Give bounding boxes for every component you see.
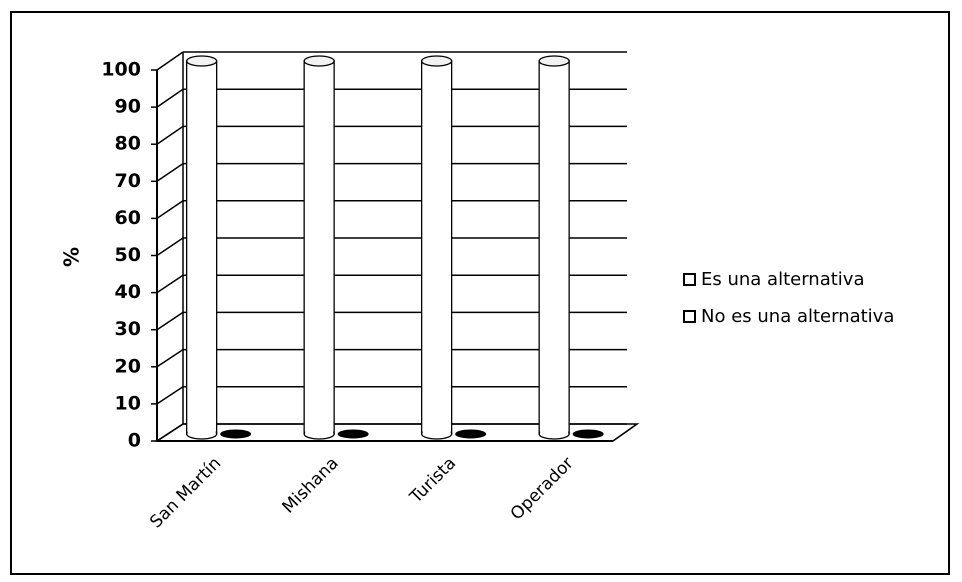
side-gridline xyxy=(156,237,184,257)
y-tick-label: 80 xyxy=(115,133,141,155)
y-tick-label: 60 xyxy=(115,207,141,229)
bar-zero xyxy=(337,429,369,439)
side-gridline xyxy=(156,162,184,182)
side-gridline xyxy=(156,51,184,71)
bar-top xyxy=(538,55,570,67)
side-gridline xyxy=(156,88,184,108)
bar-body xyxy=(303,60,335,435)
y-tick-label: 70 xyxy=(115,170,141,192)
bar-body xyxy=(185,60,218,435)
bar-base-cover xyxy=(187,428,216,434)
bar-top xyxy=(185,55,218,67)
bar-zero xyxy=(455,429,487,439)
bar-body xyxy=(538,60,570,435)
side-gridline xyxy=(156,348,184,368)
legend: Es una alternativa No es una alternativa xyxy=(683,269,894,327)
y-tick-label: 40 xyxy=(115,281,141,303)
bar-zero xyxy=(572,429,604,439)
bar xyxy=(420,55,453,440)
bar-base-cover xyxy=(540,428,569,434)
y-tick-label: 0 xyxy=(128,430,141,452)
side-gridline xyxy=(156,311,184,331)
chart-frame xyxy=(10,11,950,575)
legend-swatch xyxy=(683,310,696,323)
y-axis-title: % xyxy=(60,247,84,267)
y-tick-label: 90 xyxy=(115,96,141,118)
side-gridline xyxy=(156,125,184,145)
bar-body xyxy=(420,60,453,435)
y-tick-label: 100 xyxy=(101,59,141,81)
bar xyxy=(303,55,335,440)
side-gridline xyxy=(156,200,184,220)
side-gridline xyxy=(156,386,184,405)
bar xyxy=(538,55,570,440)
y-tick-label: 10 xyxy=(115,392,141,414)
bar-base-cover xyxy=(305,428,334,434)
side-gridline xyxy=(156,274,184,294)
y-tick-label: 30 xyxy=(115,318,141,340)
bar-base-cover xyxy=(422,428,451,434)
side-gridline xyxy=(156,423,184,442)
bar-top xyxy=(420,55,453,67)
legend-label: No es una alternativa xyxy=(701,306,894,327)
bar-top xyxy=(303,55,335,67)
legend-label: Es una alternativa xyxy=(701,269,864,290)
y-tick-label: 50 xyxy=(115,244,141,266)
y-tick-label: 20 xyxy=(115,355,141,377)
legend-swatch xyxy=(683,273,696,286)
bar-zero xyxy=(220,429,252,439)
bar xyxy=(185,55,218,440)
